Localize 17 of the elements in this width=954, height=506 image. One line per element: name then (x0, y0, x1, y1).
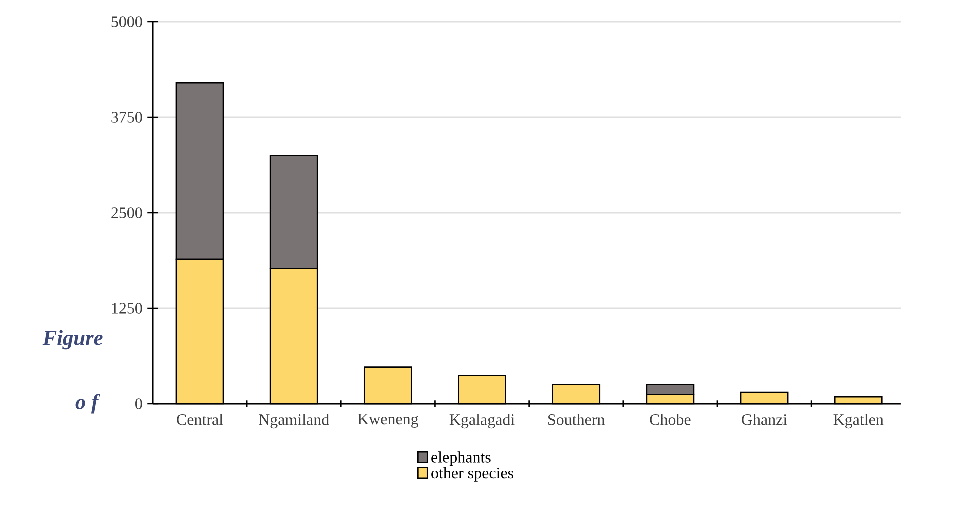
y-tick-label: 3750 (112, 112, 142, 123)
y-tick-label: 2500 (112, 208, 142, 218)
x-tick-label: Kgatlen (834, 414, 884, 429)
text: Figure (42, 330, 103, 350)
y-tick-label: 0 (136, 398, 142, 410)
x-tick-label: Ghanzi (742, 414, 788, 426)
x-tick-label: Ngamiland (259, 414, 330, 429)
x-tick-label: Kgalagadi (450, 414, 515, 429)
text: o f (76, 394, 100, 414)
y-tick-label: 1250 (112, 303, 142, 314)
legend-label: other species (432, 467, 514, 482)
x-tick-label: Southern (548, 414, 605, 426)
x-tick-label: Central (177, 414, 224, 426)
y-tick-label: 5000 (112, 16, 142, 28)
x-tick-label: Chobe (650, 414, 691, 426)
legend-label: elephants (432, 452, 491, 466)
x-tick-label: Kweneng (358, 414, 419, 428)
